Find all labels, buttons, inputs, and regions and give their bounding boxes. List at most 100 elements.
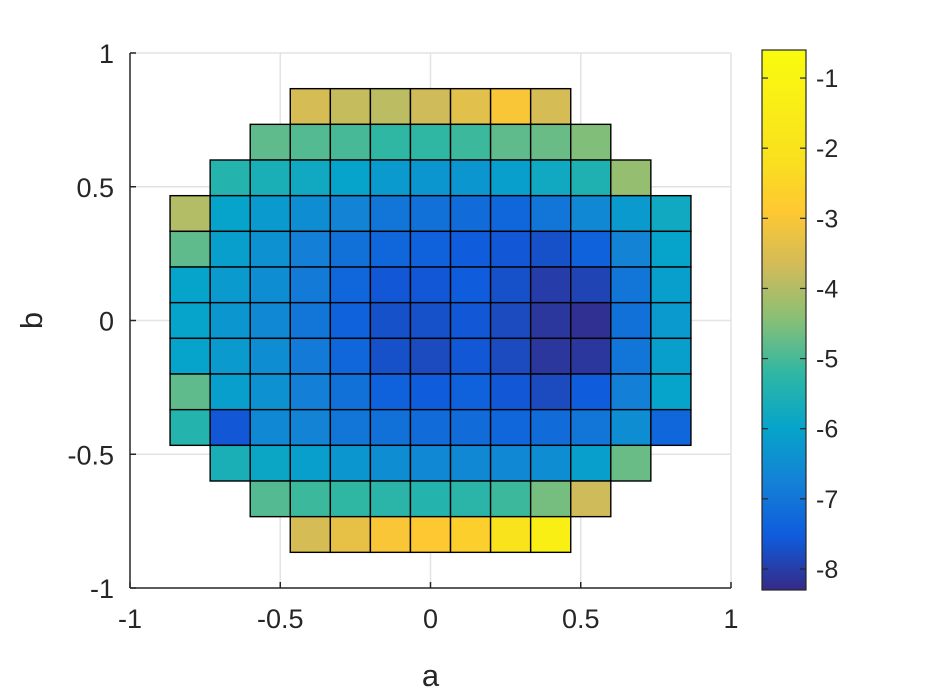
heatmap-cell bbox=[409, 194, 452, 233]
heatmap-cell bbox=[209, 266, 251, 304]
heatmap-cells bbox=[169, 87, 692, 554]
heatmap-cell bbox=[329, 194, 372, 233]
heatmap-cell bbox=[169, 266, 211, 304]
heatmap-cell bbox=[529, 194, 572, 233]
heatmap-cell bbox=[650, 194, 692, 233]
heatmap-cell bbox=[529, 301, 572, 340]
heatmap-cell bbox=[529, 123, 572, 161]
heatmap-cell bbox=[329, 480, 372, 518]
heatmap-cell bbox=[369, 266, 412, 304]
x-tick-label: -0.5 bbox=[257, 604, 304, 634]
colorbar-tick-label: -5 bbox=[816, 346, 838, 374]
heatmap-cell bbox=[209, 373, 251, 411]
x-tick-label: 0.5 bbox=[562, 604, 600, 634]
heatmap-cell bbox=[489, 266, 532, 304]
heatmap-cell bbox=[570, 159, 612, 197]
colorbar-tick-label: -3 bbox=[816, 205, 838, 233]
heatmap-cell bbox=[249, 301, 291, 340]
heatmap-cell bbox=[650, 337, 692, 375]
heatmap-cell bbox=[529, 444, 572, 482]
heatmap-cell bbox=[329, 337, 372, 375]
heatmap-cell bbox=[209, 408, 251, 447]
heatmap-cell bbox=[369, 194, 412, 233]
heatmap-cell bbox=[570, 194, 612, 233]
heatmap-cell bbox=[449, 266, 492, 304]
y-tick-label: 0 bbox=[99, 307, 114, 337]
x-tick-label: -1 bbox=[118, 604, 142, 634]
heatmap-cell bbox=[409, 301, 452, 340]
heatmap-cell bbox=[449, 230, 492, 268]
heatmap-cell bbox=[369, 480, 412, 518]
heatmap-cell bbox=[610, 373, 652, 411]
heatmap-cell bbox=[409, 123, 452, 161]
heatmap-cell bbox=[650, 408, 692, 447]
heatmap-cell bbox=[249, 230, 291, 268]
heatmap-cell bbox=[369, 515, 412, 554]
heatmap-cell bbox=[209, 230, 251, 268]
heatmap-cell bbox=[329, 408, 372, 447]
heatmap-cell bbox=[409, 266, 452, 304]
heatmap-cell bbox=[489, 301, 532, 340]
heatmap-cell bbox=[249, 159, 291, 197]
heatmap-cell bbox=[369, 373, 412, 411]
heatmap-cell bbox=[449, 444, 492, 482]
y-tick-label: 0.5 bbox=[76, 173, 114, 203]
heatmap-cell bbox=[329, 159, 372, 197]
heatmap-cell bbox=[449, 408, 492, 447]
axes: -1 -0.5 0 0.5 1 -1 -0.5 0 0.5 1 bbox=[67, 39, 738, 634]
heatmap-cell bbox=[570, 301, 612, 340]
heatmap-cell bbox=[489, 515, 532, 554]
heatmap-cell bbox=[249, 123, 291, 161]
heatmap-cell bbox=[369, 159, 412, 197]
y-tick-label: 1 bbox=[99, 39, 114, 69]
heatmap-cell bbox=[489, 444, 532, 482]
heatmap-cell bbox=[529, 408, 572, 447]
heatmap-cell bbox=[610, 301, 652, 340]
heatmap-cell bbox=[570, 444, 612, 482]
heatmap-cell bbox=[249, 266, 291, 304]
heatmap-cell bbox=[289, 301, 332, 340]
colorbar-tick-label: -7 bbox=[816, 486, 838, 514]
heatmap-cell bbox=[369, 301, 412, 340]
heatmap-cell bbox=[209, 337, 251, 375]
x-axis-label: a bbox=[422, 658, 440, 693]
heatmap-cell bbox=[169, 230, 211, 268]
heatmap-cell bbox=[570, 266, 612, 304]
heatmap-cell bbox=[570, 337, 612, 375]
heatmap-cell bbox=[329, 373, 372, 411]
heatmap-cell bbox=[209, 444, 251, 482]
heatmap-cell bbox=[449, 123, 492, 161]
heatmap-cell bbox=[289, 266, 332, 304]
heatmap-cell bbox=[449, 159, 492, 197]
heatmap-cell bbox=[289, 87, 332, 126]
heatmap-cell bbox=[489, 480, 532, 518]
heatmap-cell bbox=[489, 337, 532, 375]
heatmap-cell bbox=[610, 337, 652, 375]
heatmap-cell bbox=[409, 87, 452, 126]
colorbar: -1 -2 -3 -4 -5 -6 -7 -8 bbox=[761, 49, 838, 591]
heatmap-cell bbox=[489, 373, 532, 411]
heatmap-cell bbox=[650, 373, 692, 411]
heatmap-cell bbox=[249, 480, 291, 518]
heatmap-cell bbox=[489, 123, 532, 161]
heatmap-cell bbox=[369, 123, 412, 161]
heatmap-cell bbox=[570, 123, 612, 161]
heatmap-cell bbox=[529, 515, 572, 554]
heatmap-cell bbox=[570, 230, 612, 268]
heatmap-cell bbox=[449, 373, 492, 411]
heatmap-cell bbox=[529, 266, 572, 304]
heatmap-cell bbox=[610, 266, 652, 304]
heatmap-cell bbox=[489, 194, 532, 233]
heatmap-cell bbox=[650, 301, 692, 340]
heatmap-cell bbox=[289, 480, 332, 518]
heatmap-cell bbox=[409, 515, 452, 554]
heatmap-cell bbox=[369, 444, 412, 482]
heatmap-cell bbox=[329, 123, 372, 161]
heatmap-cell bbox=[409, 159, 452, 197]
heatmap-cell bbox=[369, 230, 412, 268]
heatmap-cell bbox=[650, 266, 692, 304]
heatmap-cell bbox=[650, 230, 692, 268]
x-tick-label: 0 bbox=[423, 604, 438, 634]
heatmap-cell bbox=[249, 444, 291, 482]
